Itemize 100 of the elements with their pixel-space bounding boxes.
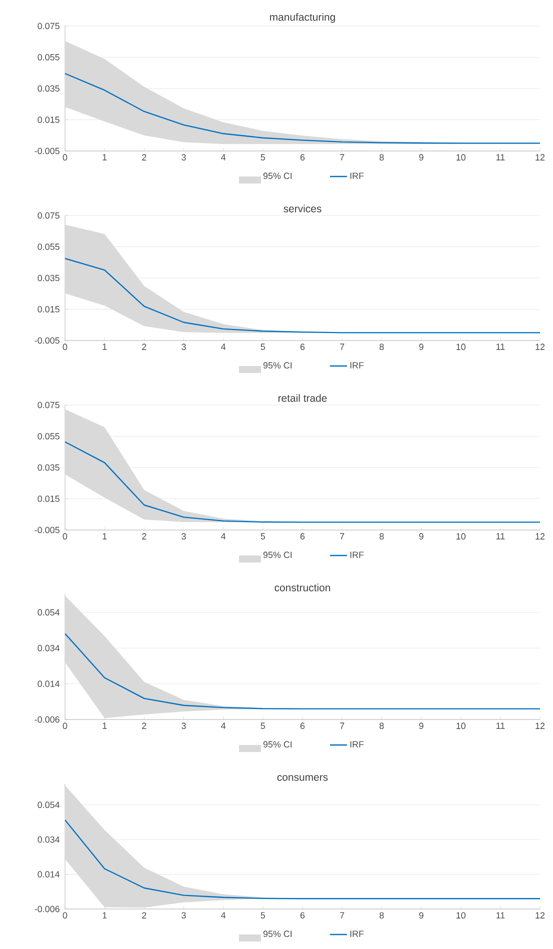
y-tick-label: 0.034 bbox=[38, 644, 60, 652]
x-tick-label: 9 bbox=[419, 722, 424, 730]
x-tick-label: 2 bbox=[142, 722, 146, 729]
x-tick-label: 0 bbox=[62, 344, 68, 350]
x-tick-label: 2 bbox=[142, 344, 146, 350]
x-tick-label: 3 bbox=[182, 154, 186, 161]
y-tick-label: 0.015 bbox=[38, 306, 60, 312]
x-tick-label: 12 bbox=[536, 344, 545, 350]
text: 95% CI bbox=[263, 552, 292, 558]
legend-label: IRF bbox=[350, 552, 364, 558]
chart-title: services bbox=[284, 204, 322, 212]
y-tick-label: 0.014 bbox=[38, 871, 60, 878]
legend-label: IRF bbox=[350, 362, 364, 368]
x-tick-label: 12 bbox=[536, 722, 545, 729]
x-tick-label: 4 bbox=[221, 344, 226, 350]
x-tick-label: 8 bbox=[380, 533, 384, 540]
x-tick-label: 5 bbox=[260, 722, 266, 729]
x-tick-label: 0 bbox=[62, 533, 68, 540]
chart-title: manufacturing bbox=[270, 13, 335, 23]
x-tick-label: 1 bbox=[102, 912, 107, 918]
chart-title: construction bbox=[274, 584, 330, 592]
y-tick-label: -0.005 bbox=[34, 148, 60, 154]
x-tick-label: 3 bbox=[182, 912, 186, 919]
x-tick-label: 4 bbox=[221, 912, 226, 918]
y-tick-label: 0.015 bbox=[38, 496, 60, 502]
x-tick-label: 6 bbox=[300, 533, 305, 540]
x-tick-label: 9 bbox=[419, 154, 424, 161]
x-tick-label: 9 bbox=[419, 344, 424, 350]
x-tick-label: 10 bbox=[456, 154, 466, 161]
y-tick-label: 0.075 bbox=[38, 402, 60, 408]
x-tick-label: 5 bbox=[260, 533, 266, 540]
x-tick-label: 7 bbox=[340, 912, 344, 918]
y-tick-label: 0.055 bbox=[38, 433, 60, 440]
text: 95% CI bbox=[263, 930, 292, 938]
legend-label: IRF bbox=[350, 930, 364, 937]
x-tick-label: 2 bbox=[142, 154, 146, 160]
x-tick-label: 2 bbox=[142, 533, 146, 540]
x-tick-label: 4 bbox=[221, 533, 226, 540]
x-tick-label: 10 bbox=[456, 912, 466, 919]
chart-title: consumers bbox=[277, 775, 328, 781]
x-tick-label: 0 bbox=[62, 912, 68, 919]
x-tick-label: 10 bbox=[456, 533, 466, 540]
y-tick-label: 0.055 bbox=[38, 54, 60, 60]
x-tick-label: 11 bbox=[496, 533, 505, 540]
text: 95% CI bbox=[263, 741, 292, 748]
y-tick-label: 0.014 bbox=[38, 680, 60, 687]
x-tick-label: 1 bbox=[102, 533, 107, 540]
x-tick-label: 12 bbox=[536, 533, 545, 540]
y-tick-label: -0.005 bbox=[34, 337, 60, 344]
x-tick-label: 10 bbox=[456, 722, 466, 730]
x-tick-label: 12 bbox=[536, 154, 545, 160]
x-tick-label: 5 bbox=[260, 154, 266, 160]
y-tick-label: -0.006 bbox=[34, 906, 60, 912]
y-tick-label: -0.005 bbox=[34, 526, 60, 534]
x-tick-label: 5 bbox=[260, 344, 266, 350]
chart-title: retail trade bbox=[278, 394, 327, 402]
y-tick-label: -0.006 bbox=[34, 716, 60, 723]
x-tick-label: 1 bbox=[102, 344, 107, 350]
x-tick-label: 3 bbox=[182, 722, 186, 730]
x-tick-label: 7 bbox=[340, 533, 344, 540]
x-tick-label: 7 bbox=[340, 722, 344, 729]
y-tick-label: 0.054 bbox=[38, 802, 60, 808]
x-tick-label: 6 bbox=[300, 722, 305, 730]
y-tick-label: 0.035 bbox=[38, 85, 60, 92]
x-tick-label: 9 bbox=[419, 912, 424, 919]
x-tick-label: 10 bbox=[456, 344, 466, 350]
x-tick-label: 11 bbox=[496, 154, 505, 160]
text: 95% CI bbox=[263, 172, 292, 180]
y-tick-label: 0.075 bbox=[38, 212, 60, 219]
y-tick-label: 0.015 bbox=[38, 116, 60, 123]
text: 95% CI bbox=[263, 362, 292, 369]
x-tick-label: 1 bbox=[102, 722, 107, 729]
x-tick-label: 8 bbox=[380, 722, 384, 730]
x-tick-label: 6 bbox=[300, 154, 305, 161]
legend-label: IRF bbox=[350, 172, 364, 179]
x-tick-label: 12 bbox=[536, 912, 545, 918]
x-tick-label: 11 bbox=[496, 722, 505, 729]
x-tick-label: 8 bbox=[380, 154, 384, 161]
x-tick-label: 9 bbox=[419, 533, 424, 540]
x-tick-label: 8 bbox=[380, 344, 384, 350]
y-tick-label: 0.034 bbox=[38, 836, 60, 843]
y-tick-label: 0.055 bbox=[38, 244, 60, 250]
x-tick-label: 5 bbox=[260, 912, 266, 918]
x-tick-label: 6 bbox=[300, 344, 305, 350]
x-tick-label: 4 bbox=[221, 154, 226, 160]
x-tick-label: 0 bbox=[62, 722, 68, 730]
x-tick-label: 8 bbox=[380, 912, 384, 919]
x-tick-label: 6 bbox=[300, 912, 305, 919]
x-tick-label: 3 bbox=[182, 533, 186, 540]
x-tick-label: 11 bbox=[496, 912, 505, 918]
x-tick-label: 2 bbox=[142, 912, 146, 918]
x-tick-label: 1 bbox=[102, 154, 107, 160]
y-tick-label: 0.075 bbox=[38, 22, 60, 30]
x-tick-label: 3 bbox=[182, 344, 186, 350]
legend-label: IRF bbox=[350, 741, 364, 748]
x-tick-label: 7 bbox=[340, 154, 344, 160]
y-tick-label: 0.035 bbox=[38, 274, 60, 282]
y-tick-label: 0.035 bbox=[38, 464, 60, 471]
x-tick-label: 11 bbox=[496, 344, 505, 350]
y-tick-label: 0.054 bbox=[38, 609, 60, 616]
